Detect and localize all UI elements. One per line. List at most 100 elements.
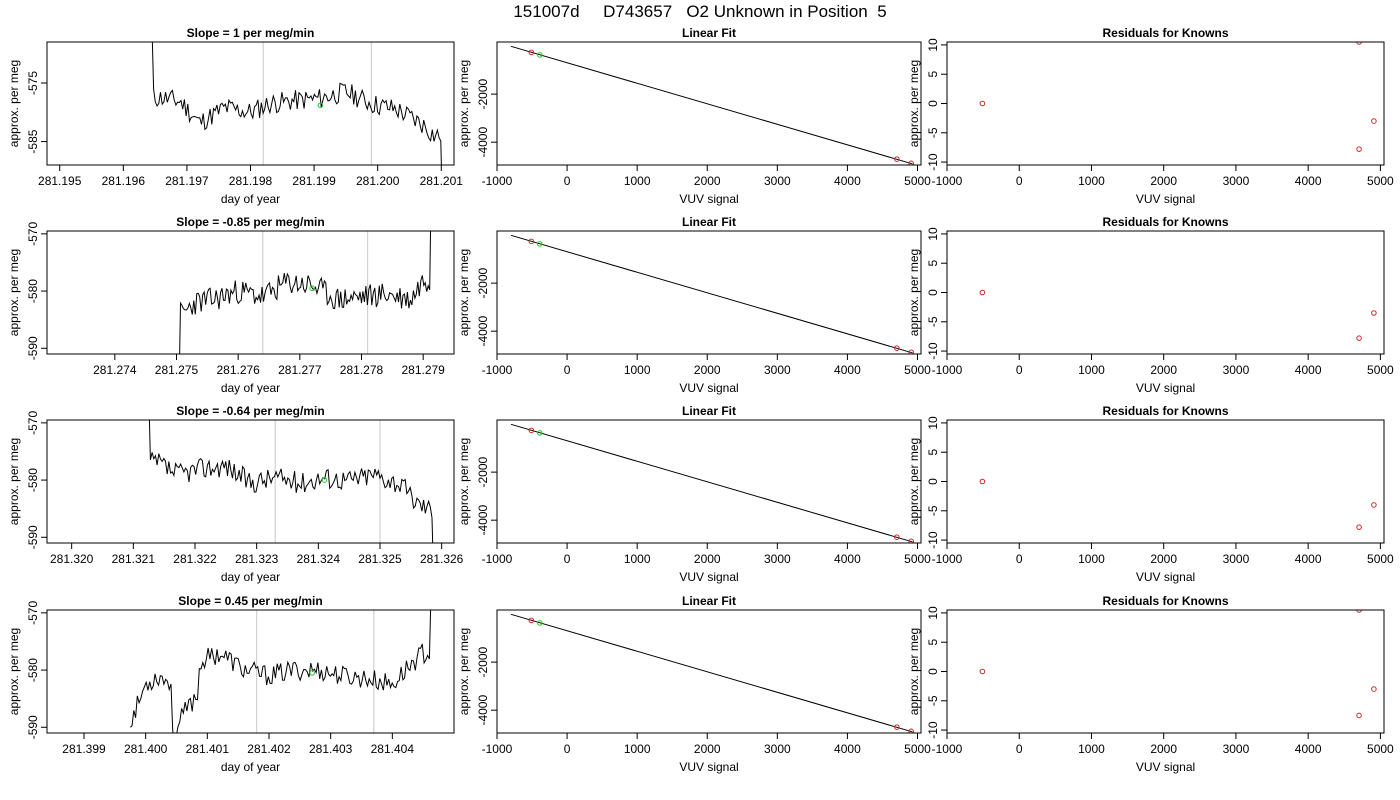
plot-frame (496, 41, 922, 166)
x-tick-label: 0 (1016, 363, 1023, 377)
x-tick-label: 281.274 (93, 363, 137, 377)
plot-frame (946, 419, 1385, 544)
plot-area (510, 45, 914, 165)
y-tick-label: 5 (926, 71, 940, 78)
x-tick-label: -1000 (482, 174, 513, 188)
y-tick-label: -2000 (476, 456, 490, 487)
x-tick-label: 4000 (1295, 742, 1322, 756)
residual-point (979, 289, 986, 296)
fit-line (510, 45, 913, 165)
x-tick-label: 4000 (834, 552, 861, 566)
x-tick-label: 281.321 (112, 552, 156, 566)
fit-line (510, 234, 913, 354)
plot-frame (946, 230, 1385, 355)
known-point (894, 156, 900, 162)
x-tick-label: 2000 (1150, 742, 1177, 756)
x-tick-label: 4000 (1295, 363, 1322, 377)
plot-frame (46, 419, 455, 544)
panel-title: Slope = 0.45 per meg/min (178, 594, 322, 608)
plot-area (510, 613, 914, 733)
y-tick-label: -10 (926, 531, 940, 549)
x-tick-label: 281.404 (371, 742, 415, 756)
unknown-point (317, 102, 324, 109)
x-tick-label: 0 (1016, 552, 1023, 566)
y-tick-label: -580 (26, 279, 40, 303)
y-tick-label: -590 (26, 715, 40, 739)
x-tick-label: 281.399 (62, 742, 106, 756)
x-tick-label: -1000 (932, 742, 963, 756)
x-axis-label: day of year (221, 760, 280, 774)
unknown-point (309, 285, 315, 292)
y-tick-label: -2000 (476, 646, 490, 677)
x-axis-label: VUV signal (679, 760, 738, 774)
x-tick-label: 3000 (764, 742, 791, 756)
x-tick-label: 1000 (624, 742, 651, 756)
y-tick-label: 10 (926, 606, 940, 620)
x-tick-label: 281.276 (216, 363, 260, 377)
x-tick-label: 1000 (1078, 742, 1105, 756)
y-tick-label: -5 (926, 316, 940, 327)
x-tick-label: 0 (564, 552, 571, 566)
x-tick-label: 1000 (624, 552, 651, 566)
x-tick-label: 2000 (1150, 552, 1177, 566)
x-tick-label: 281.198 (229, 174, 273, 188)
panel-time-series-2: Slope = -0.85 per meg/min 281.274 281.275 2… (7, 215, 455, 395)
x-tick-label: 1000 (1078, 174, 1105, 188)
x-tick-label: 281.200 (356, 174, 400, 188)
known-point (908, 728, 914, 733)
y-axis-label: approx. per meg (907, 249, 921, 336)
x-axis-label: VUV signal (679, 381, 738, 395)
plot-frame (496, 230, 922, 355)
residual-point (1371, 686, 1377, 692)
x-tick-label: -1000 (932, 174, 963, 188)
panel-linear-fit-3: Linear Fit -1000 0 1000 2000 3000 4000 5000 -200… (457, 404, 931, 584)
x-tick-label: 3000 (1223, 174, 1250, 188)
x-tick-label: -1000 (932, 363, 963, 377)
y-tick-label: -10 (926, 721, 940, 739)
residual-point (1371, 502, 1377, 508)
y-tick-label: 0 (926, 478, 940, 485)
y-tick-label: 0 (926, 668, 940, 675)
y-tick-label: 5 (926, 639, 940, 646)
unknown-point (536, 241, 543, 247)
x-tick-label: 281.322 (173, 552, 217, 566)
known-point (894, 345, 900, 351)
unknown-point (536, 430, 543, 436)
x-tick-label: 281.401 (186, 742, 230, 756)
data-trace (179, 231, 432, 354)
y-tick-label: 5 (926, 449, 940, 456)
x-tick-label: 3000 (1223, 363, 1250, 377)
y-tick-label: -570 (26, 222, 40, 246)
x-tick-label: 281.320 (50, 552, 94, 566)
panel-time-series-4: Slope = 0.45 per meg/min 281.399 281.400 28… (7, 594, 455, 774)
y-axis-label: approx. per meg (7, 60, 21, 147)
y-tick-label: -5 (926, 127, 940, 138)
y-tick-label: -4000 (476, 695, 490, 726)
x-tick-label: 281.325 (358, 552, 402, 566)
x-tick-label: -1000 (932, 552, 963, 566)
x-tick-label: 0 (1016, 174, 1023, 188)
x-tick-label: 2000 (694, 174, 721, 188)
panel-residuals-4: Residuals for Knowns -1000 0 1000 2000 3000 40… (907, 594, 1394, 774)
plot-frame (496, 419, 922, 544)
x-tick-label: 5000 (904, 363, 931, 377)
x-tick-label: 2000 (694, 552, 721, 566)
x-tick-label: 4000 (834, 174, 861, 188)
figure-title: 151007d D743657 O2 Unknown in Position 5 (513, 2, 887, 21)
plot-area (129, 610, 432, 733)
x-tick-label: 281.195 (38, 174, 82, 188)
panel-title: Linear Fit (682, 594, 736, 608)
x-tick-label: 5000 (1367, 363, 1394, 377)
panel-title: Slope = -0.64 per meg/min (176, 404, 324, 418)
y-axis-label: approx. per meg (457, 249, 471, 336)
x-tick-label: 1000 (1078, 552, 1105, 566)
x-tick-label: 5000 (1367, 552, 1394, 566)
x-tick-label: 281.196 (102, 174, 146, 188)
y-tick-label: -580 (26, 468, 40, 492)
x-tick-label: 1000 (1078, 363, 1105, 377)
plot-frame (46, 609, 455, 734)
y-axis-label: approx. per meg (7, 249, 21, 336)
x-tick-label: 281.197 (165, 174, 209, 188)
panel-title: Linear Fit (682, 404, 736, 418)
